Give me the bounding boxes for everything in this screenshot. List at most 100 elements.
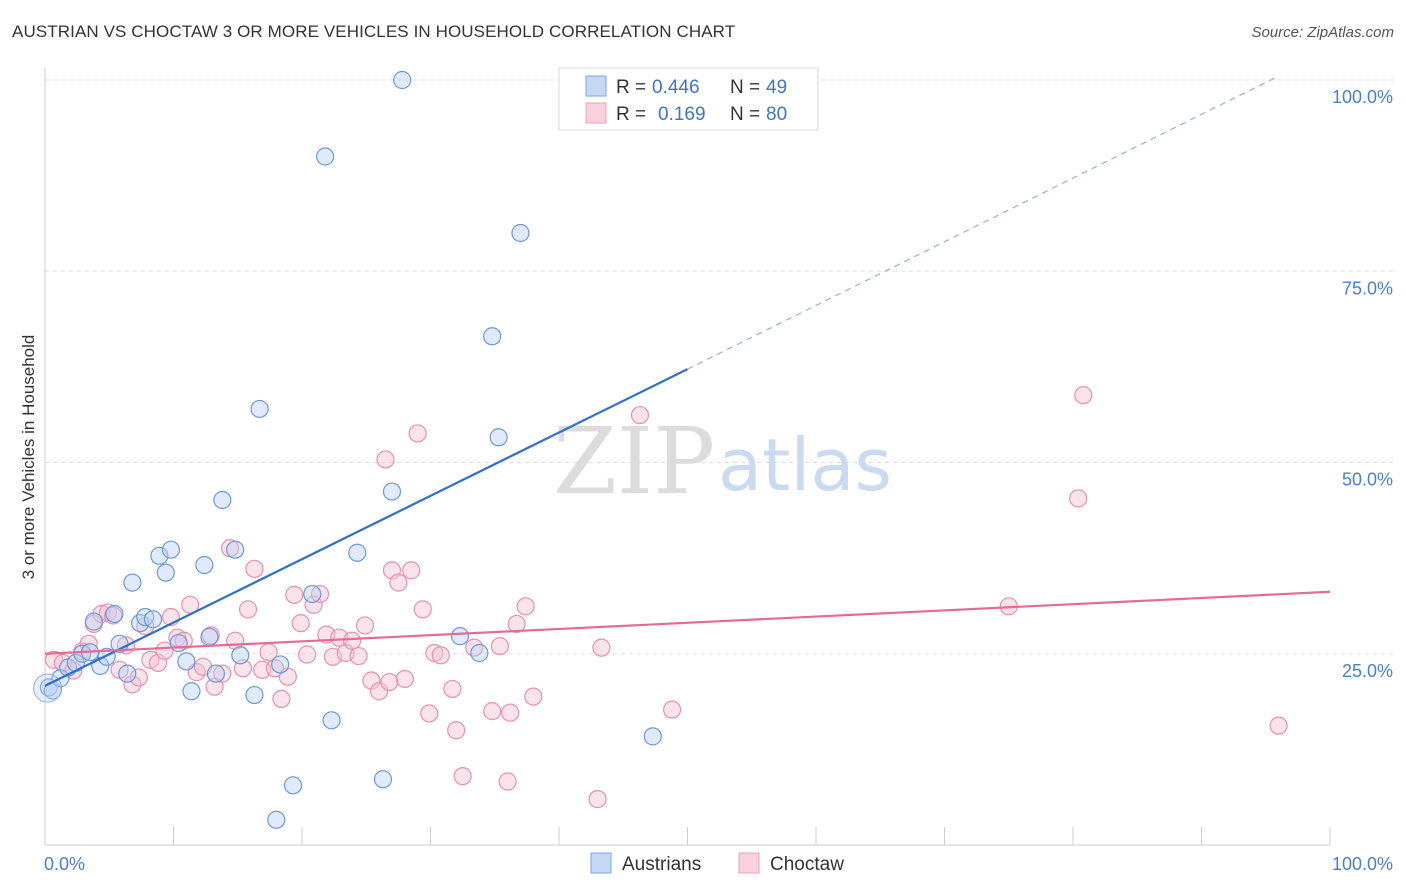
choctaw-point-65 <box>498 772 517 791</box>
legend-r-value-choctaw: 0.169 <box>658 104 706 125</box>
grid-lines <box>45 79 1393 655</box>
choctaw-point-49 <box>370 682 389 701</box>
austrians-point-41 <box>450 627 470 646</box>
austrians-point-35 <box>316 147 335 166</box>
austrians-point-20 <box>169 633 188 653</box>
choctaw-point-16 <box>155 641 174 660</box>
choctaw-point-29 <box>238 600 258 619</box>
bottom-legend-austrians: Austrians <box>622 854 701 875</box>
choctaw-point-50 <box>376 450 395 469</box>
choctaw-point-57 <box>420 704 439 723</box>
austrians-point-24 <box>200 627 219 647</box>
choctaw-point-68 <box>524 687 543 706</box>
austrians-point-42 <box>470 643 489 663</box>
choctaw-point-62 <box>465 638 484 657</box>
x-tick-label-0: 0.0% <box>44 854 85 874</box>
austrians-cluster-point <box>33 673 63 703</box>
austrians-point-25 <box>206 664 226 683</box>
choctaw-point-7 <box>98 603 118 622</box>
choctaw-point-55 <box>408 424 427 443</box>
austrians-point-39 <box>382 482 402 501</box>
austrians-point-22 <box>182 682 201 701</box>
austrians-point-36 <box>322 711 341 730</box>
austrians-points <box>33 70 662 829</box>
choctaw-point-6 <box>92 604 111 624</box>
choctaw-point-25 <box>213 664 232 683</box>
austrians-point-29 <box>245 685 264 705</box>
legend-n-value-austrians: 49 <box>766 77 787 98</box>
austrians-point-18 <box>156 563 175 582</box>
choctaw-point-53 <box>395 669 414 689</box>
choctaw-point-76 <box>1269 716 1288 735</box>
austrians-point-23 <box>195 555 214 575</box>
y-tick-label-3: 100.0% <box>1332 87 1393 107</box>
bottom-legend-choctaw: Choctaw <box>770 854 844 875</box>
austrians-point-30 <box>250 399 269 419</box>
austrians-point-7 <box>84 612 103 631</box>
choctaw-point-67 <box>516 597 535 616</box>
choctaw-point-54 <box>402 561 421 580</box>
choctaw-point-13 <box>136 617 155 636</box>
legend-r-label-choctaw: R = <box>616 104 646 125</box>
austrians-point-37 <box>348 543 367 562</box>
austrians-point-17 <box>150 546 169 565</box>
trend-lines <box>44 75 1331 687</box>
legend-r-label-austrians: R = <box>616 77 646 98</box>
choctaw-point-78 <box>443 679 462 699</box>
legend-n-label-austrians: N = <box>730 77 760 98</box>
choctaw-point-52 <box>389 573 408 592</box>
choctaw-trend-line <box>44 590 1331 655</box>
austrians-point-28 <box>231 646 250 665</box>
x-tick-label-1: 100.0% <box>1332 854 1393 874</box>
austrians-point-33 <box>267 810 286 829</box>
austrians-point-44 <box>489 428 508 447</box>
axes <box>44 68 1331 846</box>
legend-n-label-choctaw: N = <box>730 104 760 125</box>
source-label: Source: ZipAtlas.com <box>1251 24 1394 41</box>
choctaw-point-63 <box>483 702 502 721</box>
austrians-point-31 <box>271 655 290 674</box>
tick-labels: 25.0% 50.0% 75.0% 100.0% 0.0% 100.0% <box>44 87 1393 874</box>
choctaw-point-11 <box>123 675 142 694</box>
y-tick-label-2: 75.0% <box>1342 278 1393 298</box>
austrians-point-16 <box>143 610 163 629</box>
austrians-point-19 <box>161 540 181 559</box>
austrians-point-38 <box>373 770 393 789</box>
austrians-trend-line <box>44 368 688 687</box>
y-axis-title: 3 or more Vehicles in Household <box>19 335 38 580</box>
choctaw-point-69 <box>588 789 607 809</box>
austrians-point-13 <box>123 573 142 592</box>
choctaw-point-74 <box>1069 489 1088 508</box>
choctaw-point-66 <box>507 614 526 634</box>
choctaw-point-30 <box>245 559 264 578</box>
y-tick-label-1: 50.0% <box>1342 470 1393 490</box>
choctaw-point-75 <box>1074 386 1093 405</box>
y-tick-label-0: 25.0% <box>1342 661 1393 681</box>
bottom-legend-swatch-choctaw <box>738 852 760 874</box>
choctaw-point-60 <box>447 721 466 740</box>
choctaw-point-59 <box>431 646 450 665</box>
choctaw-point-64 <box>490 636 509 656</box>
choctaw-point-36 <box>285 585 304 604</box>
austrians-point-40 <box>393 70 412 90</box>
austrians-point-26 <box>213 490 232 510</box>
watermark-zip: ZIP <box>553 408 715 515</box>
austrians-point-12 <box>118 664 137 683</box>
legend-r-value-austrians: 0.446 <box>652 77 700 98</box>
choctaw-point-45 <box>343 631 362 650</box>
bottom-legend-swatch-austrians <box>590 852 612 874</box>
austrians-point-45 <box>511 223 530 243</box>
austrians-point-10 <box>105 604 124 624</box>
chart-title: AUSTRIAN VS CHOCTAW 3 OR MORE VEHICLES I… <box>12 22 736 41</box>
choctaw-point-70 <box>592 638 611 657</box>
choctaw-point-38 <box>298 645 317 664</box>
choctaw-point-40 <box>310 584 330 604</box>
watermark: ZIP atlas <box>553 408 892 515</box>
choctaw-point-56 <box>413 600 432 619</box>
austrians-point-47 <box>643 727 662 746</box>
choctaw-point-77 <box>380 672 399 692</box>
austrians-point-27 <box>226 540 245 559</box>
choctaw-point-47 <box>355 616 375 635</box>
choctaw-point-37 <box>291 614 310 633</box>
